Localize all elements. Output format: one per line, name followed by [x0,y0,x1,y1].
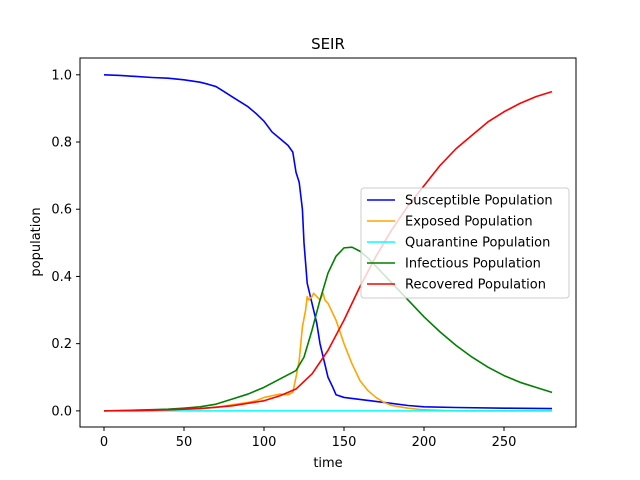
legend: Susceptible Population Exposed Population… [360,187,570,299]
x-axis-label: time [313,456,342,471]
recovered-population-legend-label: Recovered Population [405,278,546,293]
susceptible-population-line [103,74,553,410]
y-tick-label: 0.0 [51,404,72,419]
infectious-population-legend-label: Infectious Population [405,257,541,272]
y-tick-label: 0.2 [51,337,72,352]
infectious-population-line [103,246,553,412]
x-tick-label: 200 [412,435,437,450]
x-axis: 0 50 100 150 200 250 [100,427,517,450]
y-tick-label: 0.4 [51,270,72,285]
x-tick-label: 250 [492,435,517,450]
exposed-population-line [103,292,552,412]
quarantine-population-legend-label: Quarantine Population [405,236,550,251]
x-tick-label: 100 [252,435,277,450]
chart-title: SEIR [311,35,345,53]
x-tick-label: 150 [332,435,357,450]
plot-frame [79,57,577,428]
y-tick-label: 1.0 [51,68,72,83]
y-tick-label: 0.6 [51,203,72,218]
legend-box [360,187,570,299]
y-axis: 0.0 0.2 0.4 0.6 0.8 1.0 [51,68,80,419]
y-tick-label: 0.8 [51,136,72,151]
susceptible-population-legend-label: Susceptible Population [405,194,553,209]
y-axis-label: population [29,207,44,276]
x-tick-label: 50 [176,435,193,450]
exposed-population-legend-label: Exposed Population [405,215,533,230]
x-tick-label: 0 [100,435,108,450]
